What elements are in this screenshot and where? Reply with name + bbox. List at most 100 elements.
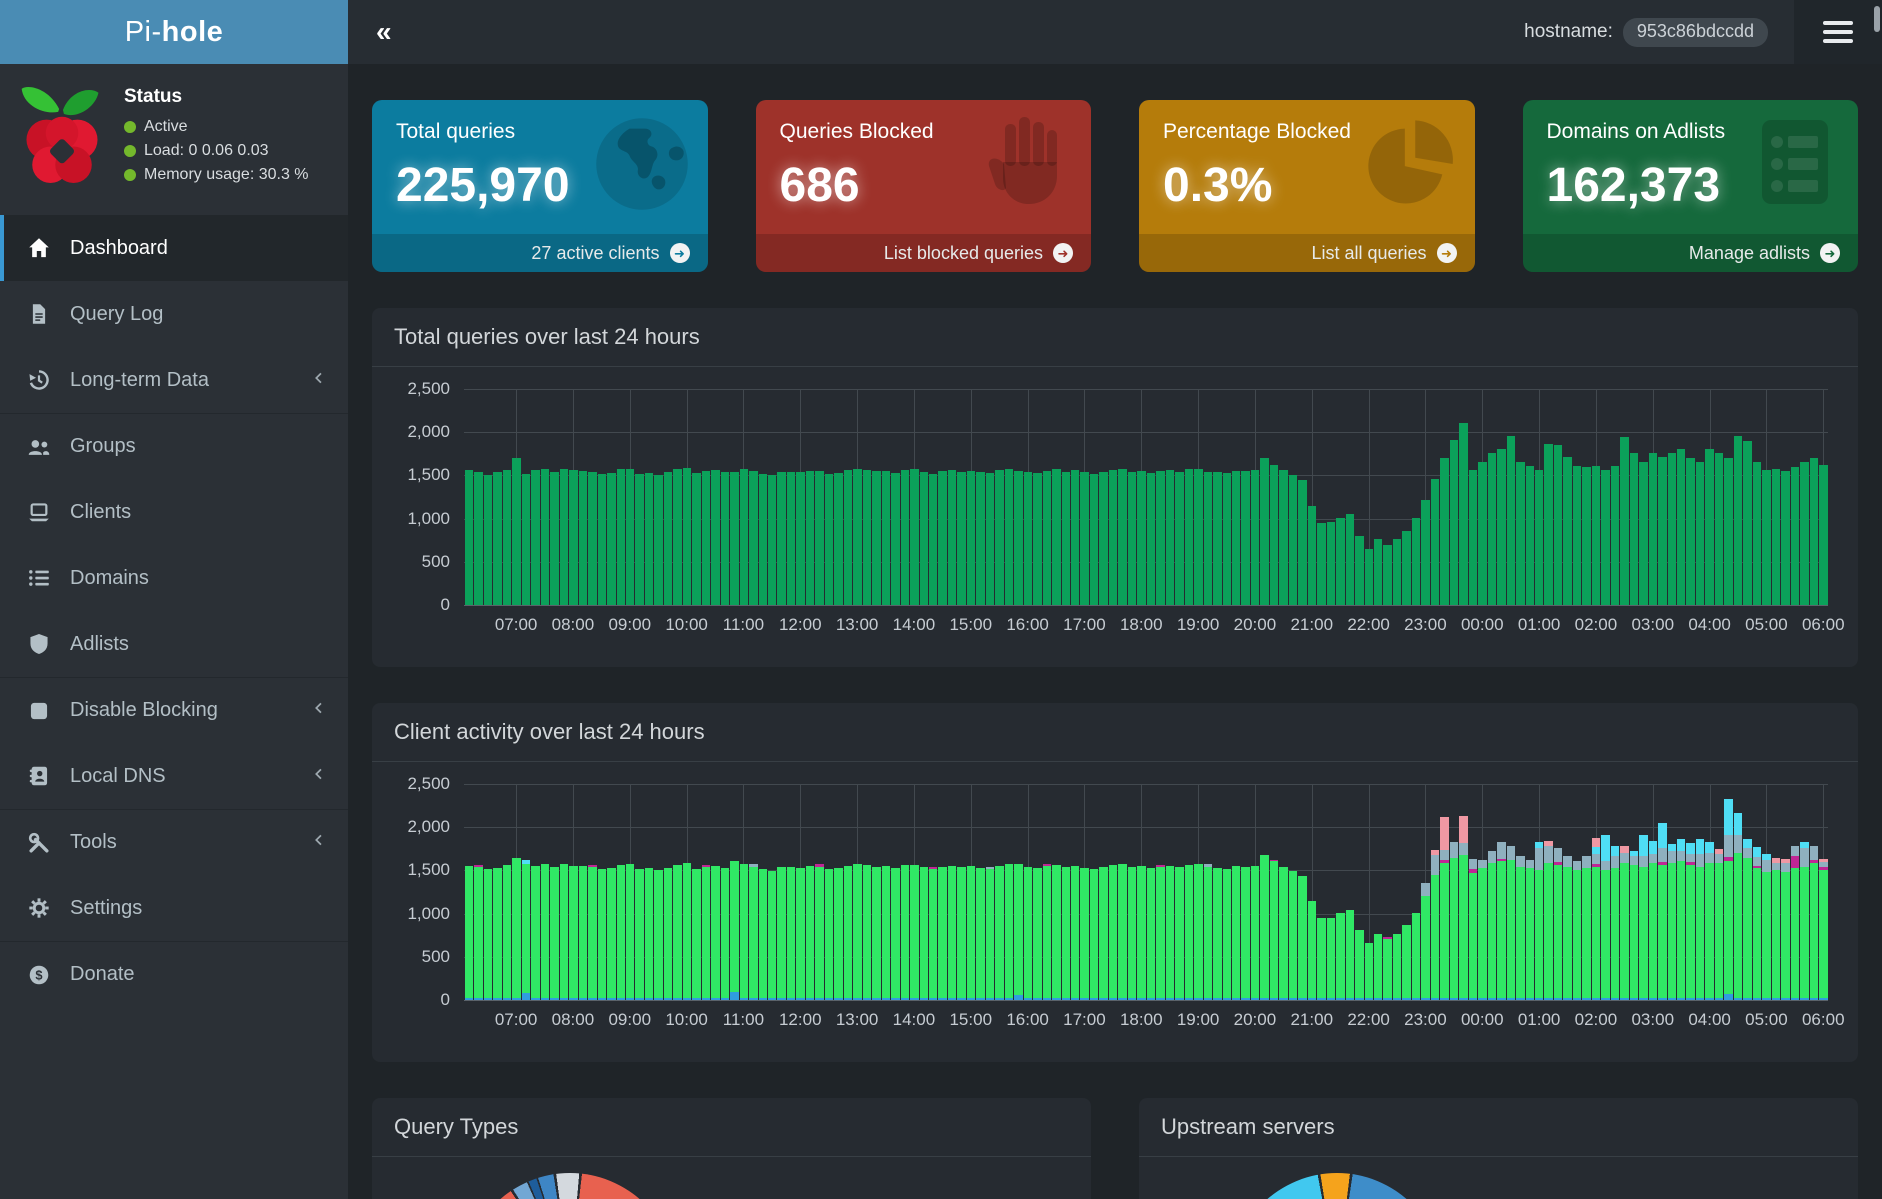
client-bar[interactable] [1611, 784, 1619, 1000]
scrollbar-thumb[interactable] [1874, 6, 1880, 32]
query-bar[interactable] [1071, 389, 1079, 605]
query-bar[interactable] [891, 389, 899, 605]
query-bar[interactable] [1147, 389, 1155, 605]
query-bar[interactable] [863, 389, 871, 605]
query-bar[interactable] [664, 389, 672, 605]
query-bar[interactable] [1137, 389, 1145, 605]
client-bar[interactable] [465, 784, 473, 1000]
client-bar[interactable] [787, 784, 795, 1000]
client-bar[interactable] [1573, 784, 1581, 1000]
query-bar[interactable] [1232, 389, 1240, 605]
query-bar[interactable] [844, 389, 852, 605]
client-bar[interactable] [1005, 784, 1013, 1000]
query-bar[interactable] [569, 389, 577, 605]
client-bar[interactable] [512, 784, 520, 1000]
client-bar[interactable] [1024, 784, 1032, 1000]
client-bar[interactable] [1781, 784, 1789, 1000]
query-bar[interactable] [1402, 389, 1410, 605]
query-bar[interactable] [1033, 389, 1041, 605]
client-bar[interactable] [617, 784, 625, 1000]
client-bar[interactable] [673, 784, 681, 1000]
client-bar[interactable] [1383, 784, 1391, 1000]
query-bar[interactable] [1459, 389, 1467, 605]
client-bar[interactable] [560, 784, 568, 1000]
query-bar[interactable] [1658, 389, 1666, 605]
client-bar[interactable] [474, 784, 482, 1000]
client-bar[interactable] [1544, 784, 1552, 1000]
client-bar[interactable] [844, 784, 852, 1000]
query-bar[interactable] [1762, 389, 1770, 605]
query-bar[interactable] [986, 389, 994, 605]
query-bar[interactable] [1365, 389, 1373, 605]
all-queries-link[interactable]: List all queries ➜ [1139, 234, 1475, 272]
client-bar[interactable] [957, 784, 965, 1000]
sidebar-item-query-log[interactable]: Query Log [0, 281, 348, 347]
sidebar-item-adlists[interactable]: Adlists [0, 611, 348, 677]
query-bar[interactable] [1099, 389, 1107, 605]
query-bar[interactable] [1791, 389, 1799, 605]
client-bar[interactable] [1800, 784, 1808, 1000]
client-bar[interactable] [1365, 784, 1373, 1000]
client-bar[interactable] [796, 784, 804, 1000]
client-bar[interactable] [503, 784, 511, 1000]
query-bar[interactable] [1772, 389, 1780, 605]
query-bar[interactable] [1601, 389, 1609, 605]
query-bar[interactable] [872, 389, 880, 605]
client-bar[interactable] [730, 784, 738, 1000]
client-bar[interactable] [1507, 784, 1515, 1000]
query-bar[interactable] [503, 389, 511, 605]
query-bar[interactable] [1781, 389, 1789, 605]
query-bar[interactable] [1383, 389, 1391, 605]
active-clients-link[interactable]: 27 active clients ➜ [372, 234, 708, 272]
query-bar[interactable] [1241, 389, 1249, 605]
client-bar[interactable] [1090, 784, 1098, 1000]
query-bar[interactable] [920, 389, 928, 605]
sidebar-item-domains[interactable]: Domains [0, 545, 348, 611]
query-bar[interactable] [635, 389, 643, 605]
client-bar[interactable] [1601, 784, 1609, 1000]
query-bar[interactable] [1298, 389, 1306, 605]
client-bar[interactable] [1080, 784, 1088, 1000]
client-bar[interactable] [1232, 784, 1240, 1000]
client-bar[interactable] [1753, 784, 1761, 1000]
query-bar[interactable] [967, 389, 975, 605]
client-bar[interactable] [1743, 784, 1751, 1000]
query-bar[interactable] [645, 389, 653, 605]
client-bar[interactable] [493, 784, 501, 1000]
client-bar[interactable] [1204, 784, 1212, 1000]
query-bar[interactable] [806, 389, 814, 605]
query-bar[interactable] [1090, 389, 1098, 605]
query-bar[interactable] [825, 389, 833, 605]
query-bar[interactable] [1156, 389, 1164, 605]
client-bar[interactable] [1251, 784, 1259, 1000]
pihole-logo[interactable]: Pi-hole [0, 0, 348, 64]
query-bar[interactable] [1516, 389, 1524, 605]
sidebar-collapse-icon[interactable]: « [348, 16, 420, 48]
query-bar[interactable] [1204, 389, 1212, 605]
query-bar[interactable] [654, 389, 662, 605]
query-bar[interactable] [1024, 389, 1032, 605]
query-bar[interactable] [1554, 389, 1562, 605]
client-bar[interactable] [1810, 784, 1818, 1000]
query-bar[interactable] [1317, 389, 1325, 605]
query-bar[interactable] [1014, 389, 1022, 605]
client-bar[interactable] [1194, 784, 1202, 1000]
client-bar[interactable] [1696, 784, 1704, 1000]
query-bar[interactable] [1260, 389, 1268, 605]
sidebar-item-donate[interactable]: $Donate [0, 941, 348, 1007]
query-bar[interactable] [1431, 389, 1439, 605]
client-bar[interactable] [976, 784, 984, 1000]
client-bar[interactable] [1402, 784, 1410, 1000]
query-bar[interactable] [787, 389, 795, 605]
query-bar[interactable] [1166, 389, 1174, 605]
query-bar[interactable] [465, 389, 473, 605]
client-bar[interactable] [1260, 784, 1268, 1000]
client-bar[interactable] [522, 784, 530, 1000]
query-bar[interactable] [1563, 389, 1571, 605]
blocked-queries-link[interactable]: List blocked queries ➜ [756, 234, 1092, 272]
sidebar-item-local-dns[interactable]: Local DNS [0, 743, 348, 809]
client-bar[interactable] [1099, 784, 1107, 1000]
client-bar[interactable] [1279, 784, 1287, 1000]
client-bar[interactable] [711, 784, 719, 1000]
query-bar[interactable] [1800, 389, 1808, 605]
